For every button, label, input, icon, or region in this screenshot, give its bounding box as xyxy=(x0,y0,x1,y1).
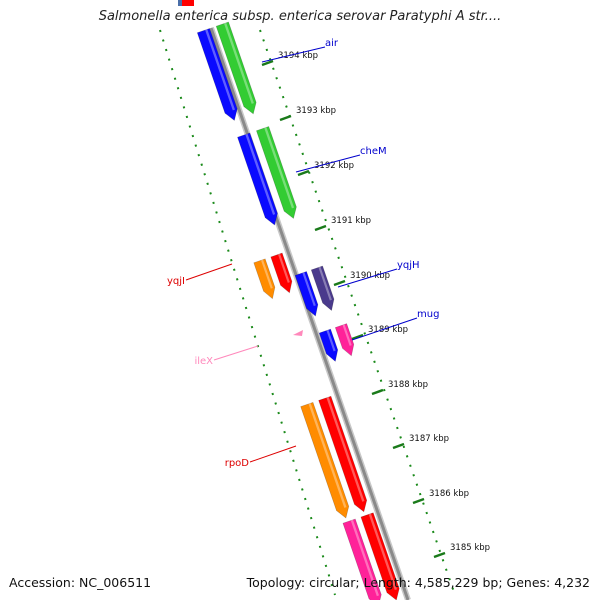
gene-red-3 xyxy=(360,512,400,600)
kbp-tick-label: 3189 kbp xyxy=(368,325,408,335)
gene-blue-4 xyxy=(318,328,339,362)
tick-mark xyxy=(392,442,405,450)
gene-magenta-1 xyxy=(334,323,355,357)
label-group: air cheM yqjH mug yqjI ileX rpoD xyxy=(167,38,439,469)
gene-label-leader xyxy=(261,46,326,63)
kbp-tick-label: 3186 kbp xyxy=(429,489,469,499)
gene-green-2 xyxy=(256,126,297,219)
gene-magenta-2 xyxy=(342,518,382,600)
kbp-tick-label: 3191 kbp xyxy=(331,216,371,226)
gene-blue-2 xyxy=(237,132,278,226)
gene-label-ilex: ileX xyxy=(194,356,213,367)
tick-mark xyxy=(433,551,446,559)
kbp-tick-label: 3185 kbp xyxy=(450,543,490,553)
tick-mark xyxy=(297,169,310,177)
tick-mark xyxy=(261,59,274,67)
gene-orange-1 xyxy=(253,258,276,300)
gene-label-leader xyxy=(351,317,418,341)
kbp-tick-label: 3187 kbp xyxy=(409,434,449,444)
gene-green-1 xyxy=(215,21,257,115)
gene-group xyxy=(178,0,400,600)
kbp-tick-label: 3188 kbp xyxy=(388,380,428,390)
gene-label-leader xyxy=(337,268,398,288)
gene-label-chem: cheM xyxy=(360,146,387,157)
gene-label-yqji: yqjI xyxy=(167,276,185,287)
tick-mark xyxy=(279,114,292,122)
kbp-tick-label: 3190 kbp xyxy=(350,271,390,281)
tick-mark xyxy=(412,497,425,505)
tick-mark xyxy=(314,224,327,232)
gene-stub-top xyxy=(178,0,194,6)
gene-label-leader xyxy=(185,263,233,281)
gene-label-leader xyxy=(295,154,361,173)
tick-mark xyxy=(333,279,346,287)
kbp-tick-label: 3194 kbp xyxy=(278,51,318,61)
gene-label-rpod: rpoD xyxy=(225,458,250,469)
tick-mark xyxy=(351,333,364,341)
tick-mark xyxy=(371,388,384,396)
backbone-line xyxy=(209,27,410,600)
gene-label-yqjh: yqjH xyxy=(397,260,420,271)
kbp-tick-label: 3193 kbp xyxy=(296,106,336,116)
gene-purple-1 xyxy=(310,265,335,312)
gene-blue-3 xyxy=(294,271,319,317)
genome-title: Salmonella enterica subsp. enterica sero… xyxy=(98,9,502,24)
topology-stats-text: Topology: circular; Length: 4,585,229 bp… xyxy=(246,575,590,590)
gene-label-mug: mug xyxy=(417,309,439,320)
gene-label-leader xyxy=(213,345,259,361)
gene-label-air: air xyxy=(325,38,339,49)
gene-red-1 xyxy=(270,252,293,294)
gene-red-2 xyxy=(318,395,368,513)
kbp-tick-label: 3192 kbp xyxy=(314,161,354,171)
tick-group: 3194 kbp 3193 kbp 3192 kbp 3191 kbp 3190 kbp… xyxy=(261,51,490,559)
gene-orange-2 xyxy=(300,402,350,519)
accession-text: Accession: NC_006511 xyxy=(9,575,152,590)
gene-ilex-marker xyxy=(293,330,303,336)
gene-label-leader xyxy=(249,445,297,463)
gene-blue-1 xyxy=(196,28,238,121)
